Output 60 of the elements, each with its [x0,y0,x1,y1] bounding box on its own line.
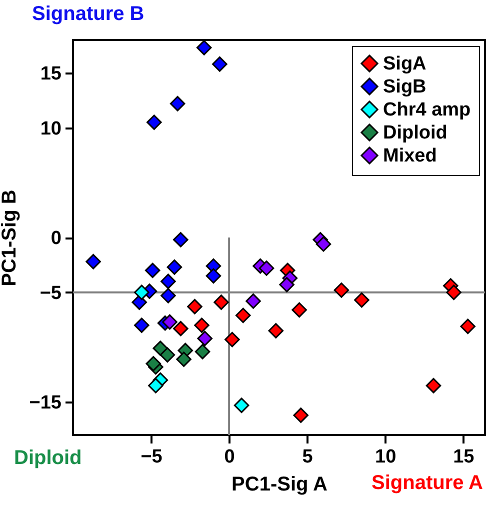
point [426,378,442,394]
point [234,398,250,414]
point [316,236,332,252]
point [279,277,294,292]
x-axis-title: PC1-Sig A [232,474,328,496]
point [173,320,188,336]
point [160,347,176,363]
y-axis-title: PC1-Sig B [0,190,20,286]
text: Signature A [372,472,483,495]
point [148,378,164,394]
point [134,284,150,300]
point [446,284,462,300]
point [212,56,228,72]
point [258,260,274,276]
x-tick-label: 5 [302,446,314,468]
point [354,292,370,308]
point [235,308,251,324]
text: Signature B [32,3,144,26]
point [197,330,213,346]
point [86,254,101,270]
point [146,114,162,130]
x-tick-label: 15 [453,446,475,468]
y-tick-label: 10 [40,118,62,140]
point [160,288,176,304]
x-tick-label: −5 [140,446,163,468]
point [194,344,210,360]
point [134,318,150,333]
legend-label: Mixed [383,146,437,166]
point [144,262,160,278]
point [166,259,182,275]
point [268,323,284,338]
point [334,282,350,298]
y-tick-label: 0 [50,228,62,249]
point [187,298,202,314]
legend-label: Chr4 amp [383,100,471,120]
point [214,294,229,310]
point [160,274,176,290]
y-tick-label: −5 [40,282,62,304]
point [206,268,222,284]
point [196,40,212,56]
text: Diploid [14,447,82,470]
x-tick-label: 0 [224,446,235,468]
point [162,314,178,330]
legend-label: SigA [383,54,427,74]
point [170,96,186,112]
y-tick-label: −15 [29,392,62,414]
point [460,318,476,334]
point [173,232,188,248]
point [194,318,210,333]
x-tick-label: 10 [375,446,396,468]
point [292,302,307,318]
point [293,408,308,423]
point [146,356,162,372]
point [246,293,261,309]
point [132,294,147,310]
point [176,352,192,367]
legend-label: Diploid [383,122,448,144]
y-tick-label: 15 [40,63,62,84]
legend-label: SigB [383,76,426,98]
point [224,332,240,348]
